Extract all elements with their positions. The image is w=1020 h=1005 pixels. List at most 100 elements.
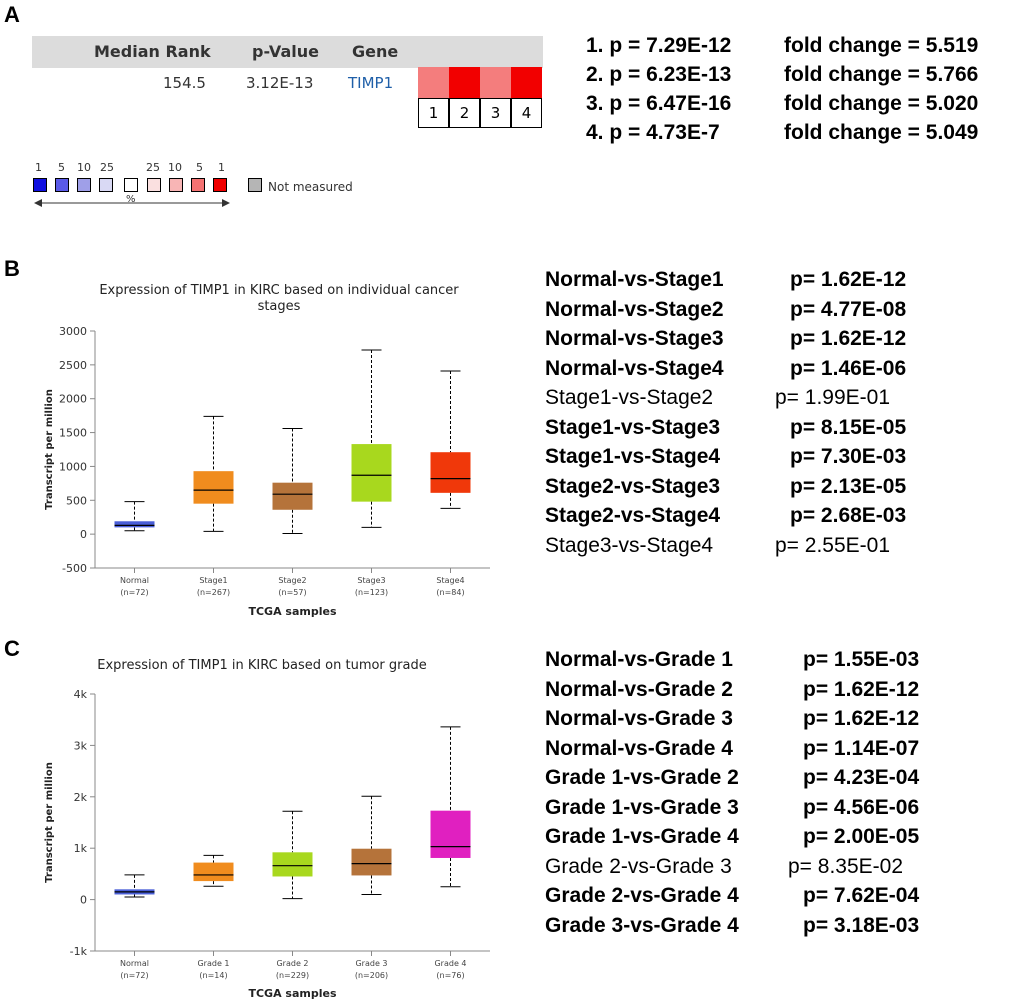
analysis-cell-4 (511, 67, 542, 98)
comparison-p-value: p= 1.62E-12 (803, 677, 920, 701)
comparison-label: Grade 1-vs-Grade 2 (545, 766, 739, 789)
comparison-p-value: p= 2.68E-03 (790, 504, 907, 527)
box-stage1 (193, 471, 234, 504)
comparison-row: Grade 1-vs-Grade 4 p= 2.00E-05 (545, 825, 919, 849)
comparison-label: Stage3-vs-Stage4 (545, 533, 714, 557)
legend-number: 10 (168, 161, 182, 174)
sample-count-label: (n=72) (120, 588, 148, 597)
legend-swatch (33, 178, 47, 192)
chart-title: stages (258, 299, 301, 314)
legend-number: 5 (196, 161, 203, 174)
comparison-row: Grade 1-vs-Grade 3 p= 4.56E-06 (545, 796, 919, 820)
fold-p-value: 1. p = 7.29E-12 (586, 34, 732, 57)
legend-number: 1 (218, 161, 225, 174)
gene-link[interactable]: TIMP1 (348, 74, 394, 92)
x-tick-label: Stage2 (278, 576, 306, 585)
legend-swatch (99, 178, 113, 192)
comparison-p-value: p= 4.77E-08 (790, 297, 907, 321)
comparison-label: Normal-vs-Stage2 (545, 297, 724, 321)
comparison-row: Normal-vs-Grade 4 p= 1.14E-07 (545, 736, 919, 761)
y-axis-label: Transcript per million (44, 762, 55, 883)
fold-p-value: 3. p = 6.47E-16 (586, 92, 732, 115)
comparison-label: Normal-vs-Stage3 (545, 327, 724, 350)
box-grade-3 (351, 848, 392, 876)
comparison-row: Stage3-vs-Stage4 p= 2.55E-01 (545, 533, 890, 558)
comparison-p-value: p= 4.23E-04 (803, 766, 920, 789)
fold-change-value: fold change = 5.766 (784, 63, 979, 86)
comparison-p-value: p= 1.14E-07 (803, 736, 920, 760)
fold-p-value: 2. p = 6.23E-13 (586, 63, 732, 86)
y-tick-label: 1000 (59, 460, 87, 473)
y-axis-label: Transcript per million (44, 389, 55, 510)
comparison-p-value: p= 8.35E-02 (788, 854, 904, 878)
comparison-p-value: p= 1.62E-12 (803, 707, 920, 730)
fold-change-row: 4. p = 4.73E-7 fold change = 5.049 (586, 121, 978, 217)
legend-swatch (191, 178, 205, 192)
chart-title: Expression of TIMP1 in KIRC based on ind… (99, 283, 459, 298)
not-measured-label: Not measured (268, 180, 353, 194)
comparison-p-value: p= 1.62E-12 (790, 268, 907, 291)
analysis-number-4: 4 (511, 98, 542, 128)
y-tick-label: 1500 (59, 427, 87, 440)
comparison-p-value: p= 1.46E-06 (790, 356, 907, 380)
legend-number: 5 (58, 161, 65, 174)
grade-boxplot-chart: Expression of TIMP1 in KIRC based on tum… (44, 658, 490, 1000)
comparison-label: Stage1-vs-Stage2 (545, 386, 714, 409)
comparison-row: Normal-vs-Grade 1 p= 1.55E-03 (545, 648, 919, 672)
comparison-p-value: p= 1.62E-12 (790, 327, 907, 350)
x-tick-label: Stage3 (357, 576, 385, 585)
y-tick-label: -1k (70, 945, 88, 958)
box-grade-2 (272, 852, 313, 877)
legend-swatch (147, 178, 161, 192)
comparison-label: Normal-vs-Stage4 (545, 356, 724, 380)
comparison-row: Stage1-vs-Stage2 p= 1.99E-01 (545, 386, 890, 410)
comparison-row: Stage2-vs-Stage4 p= 2.68E-03 (545, 504, 906, 528)
comparison-p-value: p= 7.30E-03 (790, 445, 907, 468)
fold-change-row: 3. p = 6.47E-16 fold change = 5.020 (586, 92, 978, 188)
comparison-row: Normal-vs-Stage1 p= 1.62E-12 (545, 268, 906, 292)
analysis-number-1: 1 (418, 98, 449, 128)
panel-label-b: B (4, 256, 20, 281)
panel-label-a: A (4, 2, 20, 27)
fold-change-value: fold change = 5.519 (784, 34, 979, 57)
comparison-row: Stage1-vs-Stage4 p= 7.30E-03 (545, 445, 906, 469)
x-tick-label: Grade 2 (276, 959, 308, 968)
comparison-label: Normal-vs-Grade 4 (545, 736, 733, 760)
comparison-p-value: p= 2.13E-05 (790, 474, 907, 498)
comparison-row: Normal-vs-Stage4 p= 1.46E-06 (545, 356, 906, 381)
y-tick-label: 4k (74, 688, 88, 701)
box-stage2 (272, 482, 313, 510)
x-tick-label: Normal (120, 959, 149, 968)
comparison-p-value: p= 1.55E-03 (803, 648, 920, 671)
comparison-label: Stage2-vs-Stage4 (545, 504, 721, 527)
box-normal (114, 521, 155, 528)
box-stage4 (430, 452, 471, 493)
sample-count-label: (n=229) (276, 971, 309, 980)
comparison-label: Stage2-vs-Stage3 (545, 474, 721, 498)
legend-number: 25 (146, 161, 160, 174)
box-grade-4 (430, 810, 471, 858)
comparison-row: Grade 2-vs-Grade 3 p= 8.35E-02 (545, 855, 903, 879)
fold-change-value: fold change = 5.049 (784, 121, 979, 144)
comparison-label: Normal-vs-Grade 1 (545, 648, 733, 671)
analysis-number-2: 2 (449, 98, 480, 128)
fold-change-row: 2. p = 6.23E-13 fold change = 5.766 (586, 63, 978, 159)
comparison-label: Grade 3-vs-Grade 4 (545, 913, 739, 937)
y-tick-label: 3000 (59, 325, 87, 338)
y-tick-label: 0 (80, 528, 87, 541)
analysis-number-3: 3 (480, 98, 511, 128)
y-tick-label: 0 (80, 894, 87, 907)
x-tick-label: Grade 3 (355, 959, 387, 968)
sample-count-label: (n=206) (355, 971, 388, 980)
comparison-label: Stage1-vs-Stage4 (545, 445, 721, 468)
comparison-p-value: p= 2.00E-05 (803, 825, 920, 848)
comparison-row: Stage2-vs-Stage3 p= 2.13E-05 (545, 474, 906, 499)
comparison-p-value: p= 3.18E-03 (803, 913, 920, 937)
legend-swatch (213, 178, 227, 192)
comparison-row: Grade 3-vs-Grade 4 p= 3.18E-03 (545, 913, 919, 938)
sample-count-label: (n=14) (199, 971, 227, 980)
comparison-label: Normal-vs-Grade 2 (545, 677, 733, 701)
p-value-header: p-Value (252, 42, 319, 61)
legend-number: 25 (100, 161, 114, 174)
sample-count-label: (n=72) (120, 971, 148, 980)
